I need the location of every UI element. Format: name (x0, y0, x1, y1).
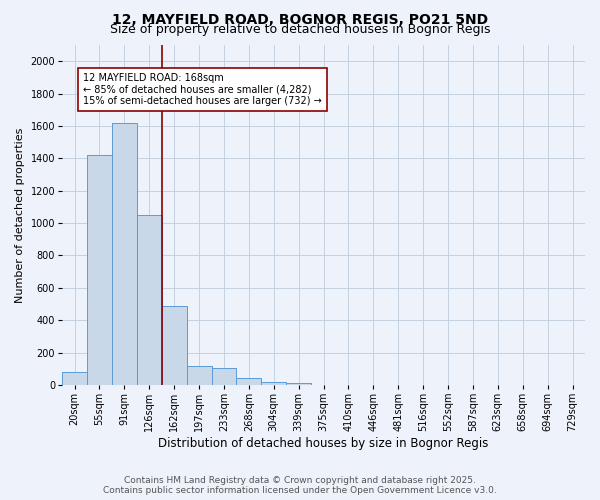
Bar (137, 215, 162, 385)
Bar (87, 155, 112, 385)
Bar (236, 378, 262, 385)
Text: Size of property relative to detached houses in Bognor Regis: Size of property relative to detached ho… (110, 22, 490, 36)
Bar (187, 366, 212, 385)
Y-axis label: Number of detached properties: Number of detached properties (15, 128, 25, 302)
Text: 12, MAYFIELD ROAD, BOGNOR REGIS, PO21 5ND: 12, MAYFIELD ROAD, BOGNOR REGIS, PO21 5N… (112, 12, 488, 26)
Bar (112, 122, 137, 385)
Bar (286, 384, 311, 385)
Bar (62, 372, 87, 385)
Bar (212, 368, 236, 385)
Text: 12 MAYFIELD ROAD: 168sqm
← 85% of detached houses are smaller (4,282)
15% of sem: 12 MAYFIELD ROAD: 168sqm ← 85% of detach… (83, 72, 322, 106)
Bar (162, 306, 187, 385)
X-axis label: Distribution of detached houses by size in Bognor Regis: Distribution of detached houses by size … (158, 437, 489, 450)
Text: Contains HM Land Registry data © Crown copyright and database right 2025.
Contai: Contains HM Land Registry data © Crown c… (103, 476, 497, 495)
Bar (262, 382, 286, 385)
